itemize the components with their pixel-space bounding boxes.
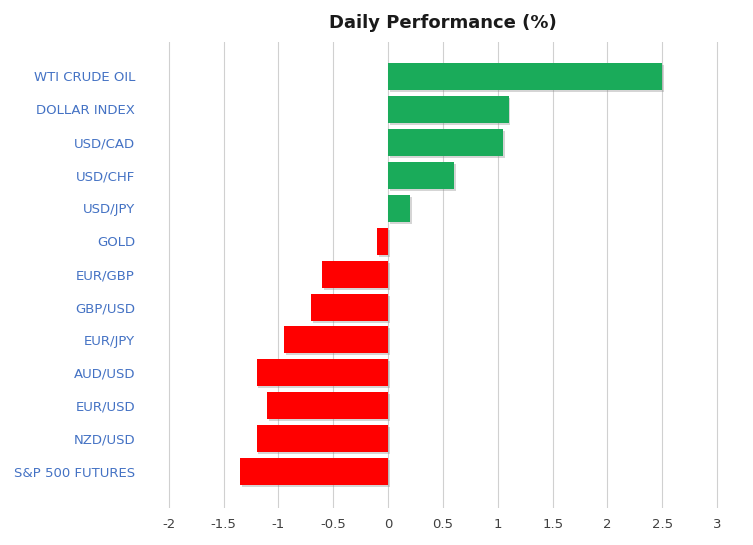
FancyBboxPatch shape [390,164,456,191]
Bar [388,195,410,222]
Bar [257,425,388,452]
Bar [388,96,509,123]
Bar [284,326,388,354]
FancyBboxPatch shape [390,197,412,223]
Bar [388,162,454,189]
Title: Daily Performance (%): Daily Performance (%) [329,14,556,32]
FancyBboxPatch shape [390,65,664,92]
FancyBboxPatch shape [269,394,390,421]
Bar [377,228,388,255]
FancyBboxPatch shape [379,229,390,257]
FancyBboxPatch shape [390,98,511,125]
Bar [267,392,388,419]
FancyBboxPatch shape [258,361,390,389]
FancyBboxPatch shape [313,295,390,323]
Bar [322,261,388,288]
Bar [388,63,663,90]
FancyBboxPatch shape [324,263,390,289]
Bar [257,359,388,386]
Bar [388,129,503,156]
Bar [240,458,388,485]
FancyBboxPatch shape [258,427,390,454]
Bar [311,294,388,320]
FancyBboxPatch shape [390,131,505,158]
FancyBboxPatch shape [285,329,390,355]
FancyBboxPatch shape [242,460,390,487]
